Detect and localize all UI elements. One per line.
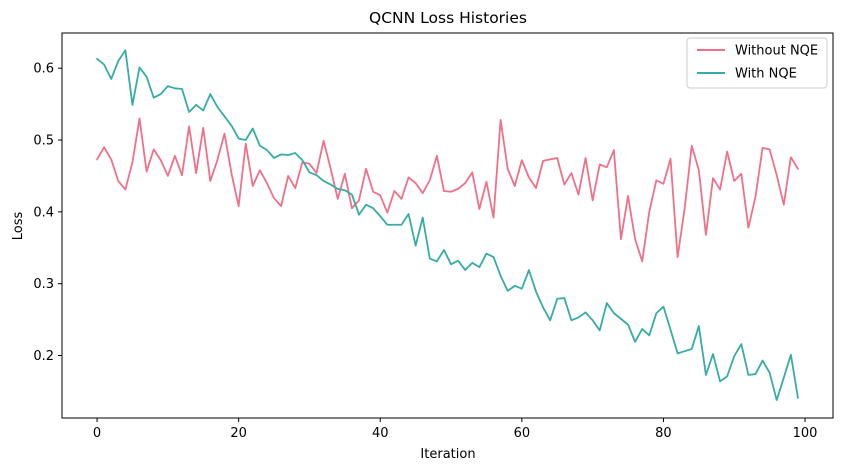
plot-area	[61, 32, 834, 419]
x-tick-label: 60	[514, 426, 531, 441]
x-axis-title: Iteration	[420, 447, 475, 462]
series-line-with-nqe	[96, 49, 799, 401]
y-tick-label: 0.3	[33, 277, 54, 292]
y-tick-label: 0.6	[33, 62, 54, 77]
x-tick-label: 20	[230, 426, 247, 441]
y-axis: 0.2 0.3 0.4 0.5 0.6	[33, 62, 62, 364]
x-axis: 0 20 40 60 80 100	[93, 418, 818, 441]
series-line-without-nqe	[96, 117, 799, 263]
y-tick-label: 0.5	[33, 134, 54, 149]
y-tick-label: 0.2	[33, 349, 54, 364]
x-tick-label: 100	[793, 426, 818, 441]
y-tick-label: 0.4	[33, 205, 54, 220]
series-lines	[96, 49, 799, 401]
chart-title: QCNN Loss Histories	[369, 9, 527, 27]
x-tick-label: 0	[93, 426, 101, 441]
y-axis-title: Loss	[11, 212, 26, 241]
plot-frame	[61, 32, 834, 419]
x-tick-label: 80	[655, 426, 672, 441]
legend-label-without-nqe: Without NQE	[735, 44, 818, 59]
legend: Without NQE With NQE	[686, 37, 828, 89]
x-tick-label: 40	[372, 426, 389, 441]
legend-label-with-nqe: With NQE	[735, 67, 797, 82]
